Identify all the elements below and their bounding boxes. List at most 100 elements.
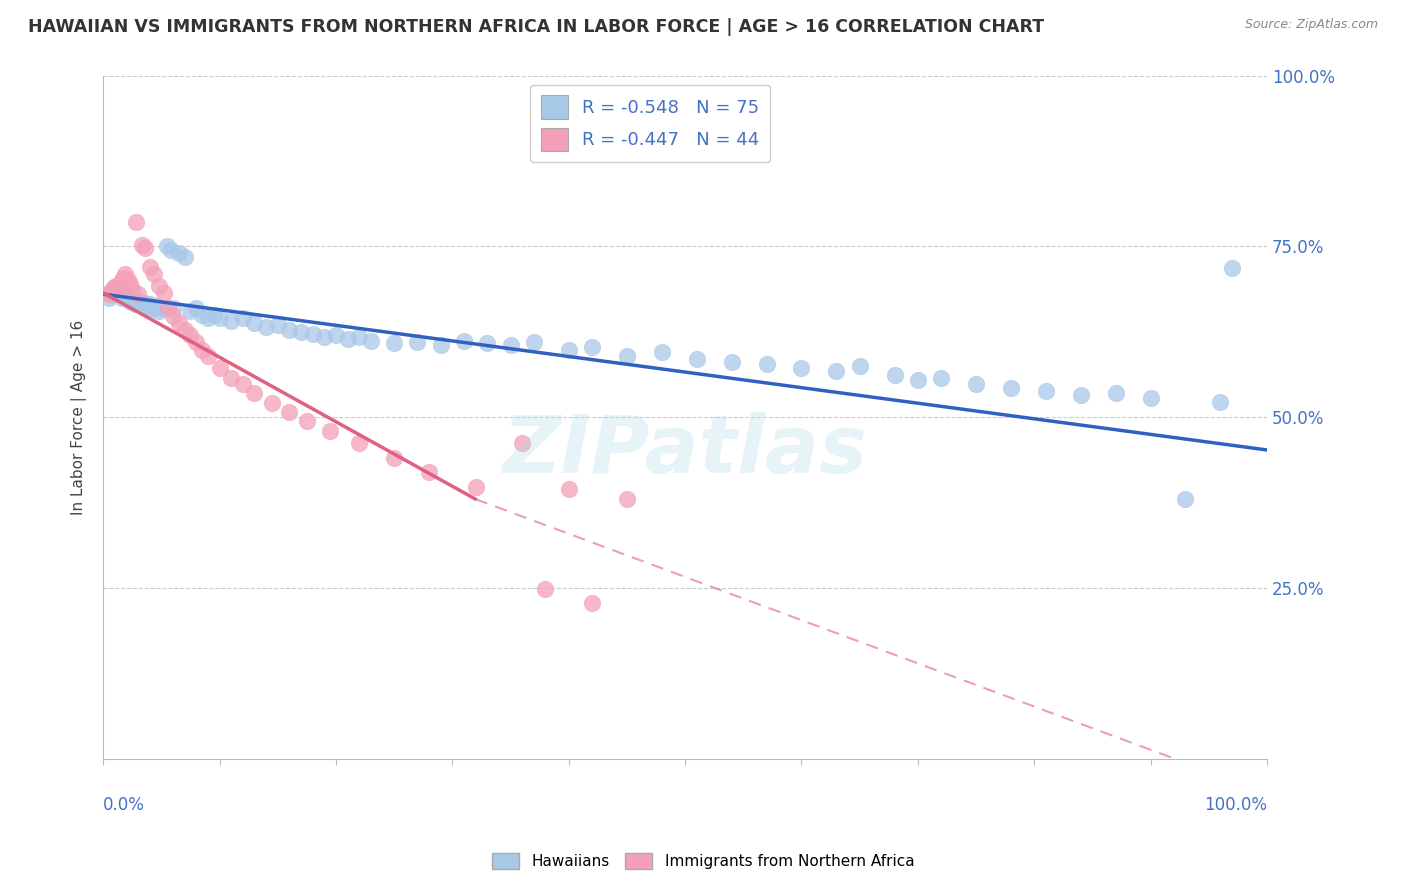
Point: [125, 215, 148, 229]
Point: [1139, 391, 1161, 405]
Point: [157, 301, 180, 315]
Point: [129, 295, 152, 310]
Point: [118, 293, 141, 307]
Point: [347, 436, 370, 450]
Point: [167, 316, 190, 330]
Point: [965, 377, 987, 392]
Point: [122, 293, 145, 308]
Point: [179, 328, 201, 343]
Point: [167, 246, 190, 260]
Point: [139, 260, 162, 274]
Point: [173, 323, 195, 337]
Point: [825, 364, 848, 378]
Point: [301, 326, 323, 341]
Point: [477, 336, 499, 351]
Point: [1174, 492, 1197, 507]
Point: [1070, 388, 1092, 402]
Point: [1220, 261, 1243, 276]
Point: [260, 396, 283, 410]
Text: 100.0%: 100.0%: [1204, 797, 1267, 814]
Point: [121, 282, 143, 296]
Point: [295, 413, 318, 427]
Point: [523, 334, 546, 349]
Point: [197, 311, 219, 326]
Point: [105, 280, 128, 294]
Point: [112, 284, 135, 298]
Point: [278, 405, 301, 419]
Point: [883, 368, 905, 382]
Point: [616, 349, 638, 363]
Point: [720, 355, 742, 369]
Point: [464, 480, 486, 494]
Point: [319, 424, 342, 438]
Point: [105, 279, 128, 293]
Point: [325, 328, 347, 343]
Y-axis label: In Labor Force | Age > 16: In Labor Force | Age > 16: [72, 319, 87, 515]
Point: [148, 304, 170, 318]
Point: [243, 316, 266, 330]
Point: [98, 287, 121, 301]
Point: [254, 320, 277, 334]
Point: [120, 295, 142, 310]
Text: 0.0%: 0.0%: [103, 797, 145, 814]
Point: [208, 311, 231, 326]
Point: [111, 291, 134, 305]
Point: [907, 373, 929, 387]
Point: [336, 332, 359, 346]
Point: [1104, 386, 1126, 401]
Point: [314, 329, 336, 343]
Point: [127, 293, 149, 307]
Point: [134, 241, 156, 255]
Point: [790, 361, 813, 376]
Point: [418, 465, 440, 479]
Point: [232, 377, 254, 392]
Point: [162, 309, 184, 323]
Point: [156, 239, 179, 253]
Point: [510, 436, 533, 450]
Point: [1000, 381, 1022, 395]
Point: [125, 297, 148, 311]
Point: [100, 284, 122, 298]
Legend: Hawaiians, Immigrants from Northern Africa: Hawaiians, Immigrants from Northern Afri…: [485, 847, 921, 875]
Point: [173, 250, 195, 264]
Point: [499, 338, 522, 352]
Point: [110, 275, 132, 289]
Point: [191, 343, 214, 358]
Text: Source: ZipAtlas.com: Source: ZipAtlas.com: [1244, 18, 1378, 31]
Point: [162, 301, 184, 315]
Point: [127, 287, 149, 301]
Point: [208, 361, 231, 376]
Point: [347, 329, 370, 343]
Point: [686, 352, 709, 367]
Point: [148, 279, 170, 293]
Point: [179, 304, 201, 318]
Point: [429, 338, 451, 352]
Point: [243, 386, 266, 401]
Point: [406, 334, 429, 349]
Point: [131, 238, 153, 252]
Point: [557, 343, 579, 358]
Point: [108, 287, 131, 301]
Point: [143, 267, 166, 281]
Point: [111, 270, 134, 285]
Point: [581, 341, 603, 355]
Text: HAWAIIAN VS IMMIGRANTS FROM NORTHERN AFRICA IN LABOR FORCE | AGE > 16 CORRELATIO: HAWAIIAN VS IMMIGRANTS FROM NORTHERN AFR…: [28, 18, 1045, 36]
Point: [114, 267, 136, 281]
Point: [453, 334, 475, 348]
Point: [139, 297, 162, 311]
Point: [616, 492, 638, 507]
Text: ZIPatlas: ZIPatlas: [502, 412, 868, 491]
Point: [101, 287, 124, 301]
Point: [197, 349, 219, 363]
Point: [107, 282, 129, 296]
Point: [145, 300, 167, 314]
Point: [134, 296, 156, 310]
Point: [115, 288, 138, 302]
Point: [581, 596, 603, 610]
Point: [534, 582, 557, 597]
Point: [98, 291, 121, 305]
Point: [186, 301, 208, 315]
Point: [360, 334, 382, 348]
Point: [104, 284, 127, 298]
Point: [755, 357, 778, 371]
